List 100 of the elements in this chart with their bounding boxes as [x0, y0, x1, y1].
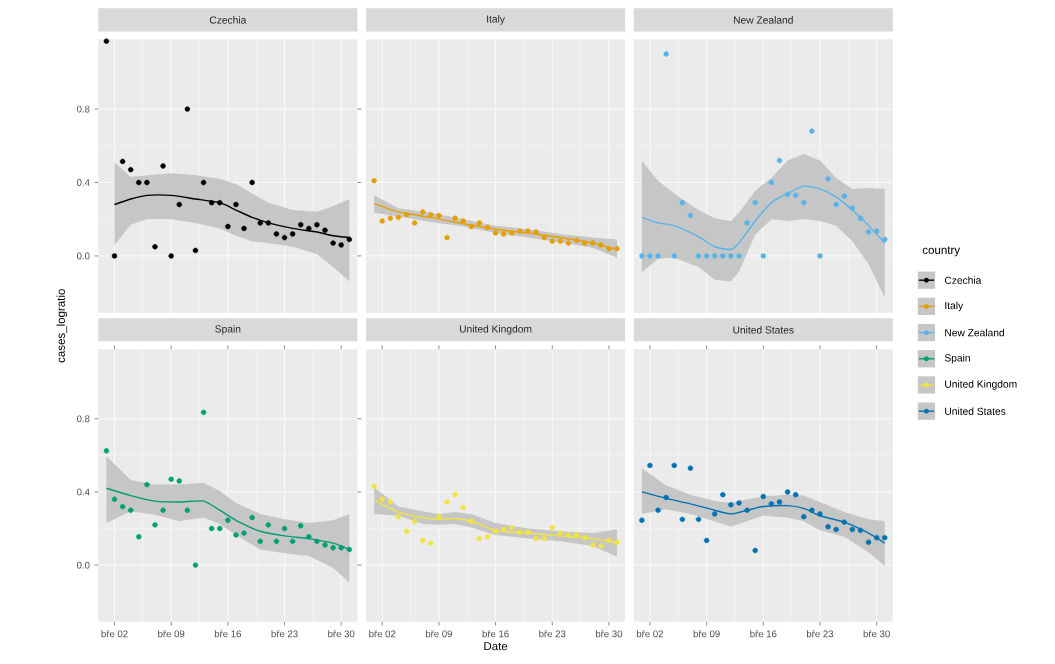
point	[192, 562, 199, 568]
y-tick-label: 0.0	[77, 252, 90, 260]
point	[452, 491, 458, 498]
x-tick-label: bře 02	[101, 630, 128, 638]
point	[801, 200, 807, 206]
point	[420, 537, 426, 544]
point	[484, 224, 491, 231]
point	[565, 240, 572, 246]
point	[168, 476, 174, 482]
point	[152, 244, 158, 250]
point	[679, 516, 686, 523]
point	[436, 513, 442, 520]
x-tick-label: bře 16	[214, 630, 242, 638]
point	[289, 538, 296, 545]
point	[160, 507, 166, 513]
point	[793, 491, 799, 498]
point	[768, 501, 775, 507]
point	[849, 205, 856, 211]
x-tick-label: bře 09	[158, 630, 185, 638]
point	[639, 253, 645, 259]
chart-title: United States	[733, 326, 794, 334]
point	[663, 494, 669, 501]
point	[663, 51, 669, 57]
point	[241, 225, 247, 232]
point	[128, 507, 134, 513]
point	[257, 220, 263, 226]
point	[517, 228, 523, 234]
point	[314, 538, 320, 545]
point	[614, 539, 620, 545]
point	[387, 499, 394, 505]
point	[176, 201, 182, 208]
point	[833, 526, 839, 533]
point	[728, 253, 734, 259]
point	[273, 538, 280, 545]
point	[444, 234, 450, 241]
point	[500, 231, 507, 237]
chart-title: Italy	[487, 15, 505, 25]
point	[695, 516, 702, 523]
point	[265, 220, 272, 226]
point	[152, 522, 158, 528]
legend-label: Spain	[944, 353, 970, 364]
x-tick-label: bře 09	[693, 630, 720, 638]
point	[330, 545, 336, 551]
point	[671, 253, 677, 259]
point	[809, 507, 815, 513]
point	[225, 517, 231, 523]
point	[736, 500, 742, 506]
point	[257, 538, 263, 545]
point	[249, 179, 255, 186]
point	[655, 253, 661, 259]
point	[865, 229, 872, 235]
y-tick-label: 0.8	[77, 415, 90, 423]
point	[500, 526, 507, 533]
point	[744, 507, 750, 513]
point	[752, 200, 758, 206]
point	[411, 518, 418, 524]
legend-label: Italy	[945, 301, 964, 312]
point	[144, 179, 150, 186]
point	[233, 532, 239, 538]
point	[817, 511, 823, 517]
point	[712, 253, 718, 259]
chart-title: United Kingdom	[459, 325, 532, 335]
point	[655, 507, 661, 513]
point	[825, 176, 831, 182]
point	[509, 524, 515, 531]
point	[411, 220, 418, 226]
x-axis-title: Date	[484, 642, 508, 651]
point	[136, 534, 142, 540]
point	[241, 530, 247, 536]
point	[873, 534, 880, 541]
point	[817, 253, 823, 259]
point	[703, 537, 710, 544]
point	[492, 230, 499, 236]
legend-label: United States	[945, 407, 1006, 415]
point	[338, 242, 344, 248]
x-tick-label: bře 30	[328, 630, 355, 638]
point	[590, 542, 596, 548]
point	[395, 513, 402, 520]
point	[598, 543, 604, 549]
point	[144, 481, 150, 488]
point	[606, 537, 612, 544]
legend-label: Czechia	[944, 276, 982, 284]
y-axis-title: cases_logratio	[56, 289, 68, 363]
chart-title: Spain	[215, 325, 241, 335]
point	[428, 211, 434, 218]
point	[298, 523, 304, 529]
point	[184, 507, 191, 513]
point	[403, 528, 410, 534]
y-tick-label: 0.8	[77, 105, 90, 113]
point	[273, 231, 280, 237]
point	[614, 245, 620, 252]
point	[549, 238, 555, 244]
point	[119, 503, 126, 510]
point	[720, 491, 726, 498]
point	[217, 525, 223, 532]
point	[865, 539, 872, 545]
point	[265, 522, 272, 528]
point	[346, 546, 352, 553]
x-tick-label: bře 09	[425, 630, 453, 638]
legend-title: country	[922, 246, 961, 257]
